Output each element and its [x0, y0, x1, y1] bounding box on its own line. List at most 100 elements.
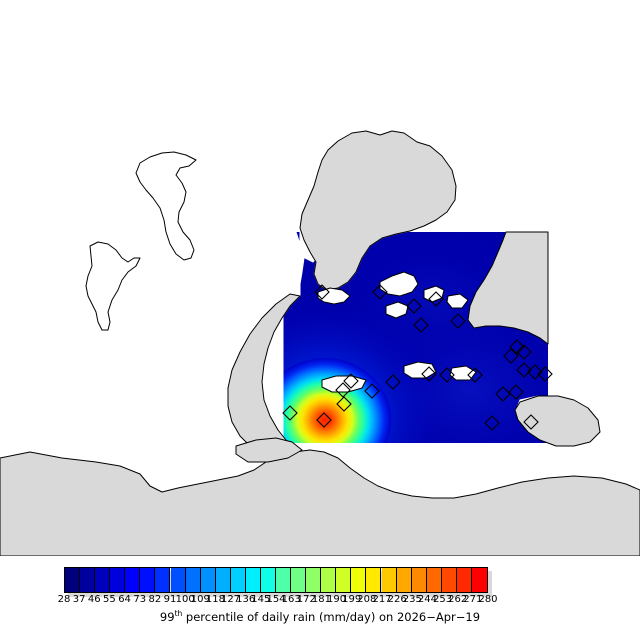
colorbar-swatch: [336, 568, 352, 592]
island-outline-small-g: [403, 361, 437, 379]
island-outline-upper: [135, 151, 197, 261]
station-marker[interactable]: [335, 382, 351, 398]
colorbar-tick: 91: [163, 594, 177, 605]
colorbar-swatch: [185, 568, 201, 592]
colorbar-tick: 181: [311, 594, 331, 605]
colorbar-tick: 136: [236, 594, 256, 605]
station-markers: [282, 284, 553, 431]
colorbar-swatch: [245, 568, 261, 592]
colorbar-tick: 73: [133, 594, 147, 605]
colorbar-swatch: [125, 568, 141, 592]
station-marker[interactable]: [508, 384, 524, 400]
station-marker[interactable]: [527, 364, 543, 380]
station-marker[interactable]: [537, 366, 553, 382]
colorbar-tick: 253: [433, 594, 453, 605]
colorbar-swatch: [95, 568, 111, 592]
island-outline-small-b: [379, 271, 419, 297]
colorbar-swatch: [471, 568, 487, 592]
station-marker[interactable]: [336, 396, 352, 412]
colorbar-tick-labels: 28 37 46 55 64 73 82 91 100 109 118 127 136 145 154 163…: [0, 594, 640, 608]
colorbar-tick: 172: [296, 594, 316, 605]
coastline-northeast-landmass: [467, 231, 549, 345]
colorbar-tick: 55: [103, 594, 116, 605]
station-marker[interactable]: [316, 412, 332, 428]
station-marker[interactable]: [421, 366, 437, 382]
colorbar-swatch: [80, 568, 96, 592]
colorbar-swatch: [200, 568, 216, 592]
colorbar-swatch: [456, 568, 472, 592]
coastline-south-island: [235, 437, 303, 463]
colorbar-swatch: [276, 568, 292, 592]
colorbar-swatch: [260, 568, 276, 592]
colorbar-swatch: [321, 568, 337, 592]
colorbar-tick: 109: [190, 594, 210, 605]
station-marker[interactable]: [484, 415, 500, 431]
colorbar-tick: 82: [148, 594, 162, 605]
island-outline-small-a: [317, 287, 351, 305]
colorbar-swatch: [291, 568, 307, 592]
station-marker[interactable]: [282, 405, 298, 421]
colorbar-swatch: [381, 568, 397, 592]
colorbar-swatch: [396, 568, 412, 592]
colorbar-tick: 145: [251, 594, 271, 605]
station-marker[interactable]: [503, 348, 519, 364]
colorbar-tick: 100: [175, 594, 195, 605]
station-marker[interactable]: [523, 414, 539, 430]
station-marker[interactable]: [467, 367, 483, 383]
colorbar-swatch: [215, 568, 231, 592]
colorbar-tick: 226: [387, 594, 407, 605]
colorbar-swatch: [426, 568, 442, 592]
caption-prefix: 99: [159, 609, 175, 624]
map-panel: [0, 130, 640, 556]
station-marker[interactable]: [372, 284, 388, 300]
island-outline-small-e: [446, 293, 469, 309]
colorbar-tick: 190: [327, 594, 347, 605]
colorbar-swatch: [411, 568, 427, 592]
colorbar-tick: 127: [221, 594, 241, 605]
station-marker[interactable]: [509, 339, 525, 355]
colorbar-swatch: [170, 568, 186, 592]
station-marker[interactable]: [406, 298, 422, 314]
colorbar-tick: 37: [72, 594, 86, 605]
colorbar-swatch: [366, 568, 382, 592]
caption-suffix: percentile of daily rain (mm/day) on 202…: [182, 609, 481, 624]
island-outline-lower: [85, 241, 141, 331]
station-marker[interactable]: [439, 367, 455, 383]
land-polygons: [0, 130, 640, 556]
station-marker[interactable]: [364, 383, 380, 399]
colorbar-tick: 199: [342, 594, 362, 605]
colorbar-tick: 262: [448, 594, 468, 605]
colorbar-tick: 217: [372, 594, 392, 605]
colorbar-tick: 64: [118, 594, 131, 605]
colorbar-tick: 46: [87, 594, 101, 605]
station-marker[interactable]: [385, 374, 401, 390]
coastline-southeast-island: [514, 395, 601, 447]
station-marker[interactable]: [516, 344, 532, 360]
colorbar-tick: 244: [417, 594, 437, 605]
colorbar-tick: 208: [357, 594, 377, 605]
station-marker[interactable]: [413, 317, 429, 333]
colorbar-swatch: [441, 568, 457, 592]
station-marker[interactable]: [495, 386, 511, 402]
station-marker[interactable]: [314, 284, 330, 300]
colorbar-swatch: [306, 568, 322, 592]
colorbar-swatch: [351, 568, 367, 592]
colorbar[interactable]: [64, 567, 488, 593]
colorbar-tick: 280: [478, 594, 498, 605]
station-marker[interactable]: [428, 291, 444, 307]
station-marker[interactable]: [343, 373, 359, 389]
colorbar-swatch: [65, 568, 81, 592]
caption-ordinal: th: [174, 609, 183, 618]
colorbar-swatch: [140, 568, 156, 592]
station-marker[interactable]: [450, 313, 466, 329]
island-outline-small-d: [385, 301, 409, 319]
station-marker[interactable]: [516, 362, 532, 378]
colorbar-tick: 163: [281, 594, 301, 605]
colorbar-caption: 99th percentile of daily rain (mm/day) o…: [0, 609, 640, 624]
colorbar-tick: 118: [205, 594, 225, 605]
colorbar-tick: 271: [463, 594, 483, 605]
colorbar-swatch: [230, 568, 246, 592]
map-svg: [0, 130, 640, 556]
colorbar-tick: 28: [57, 594, 71, 605]
